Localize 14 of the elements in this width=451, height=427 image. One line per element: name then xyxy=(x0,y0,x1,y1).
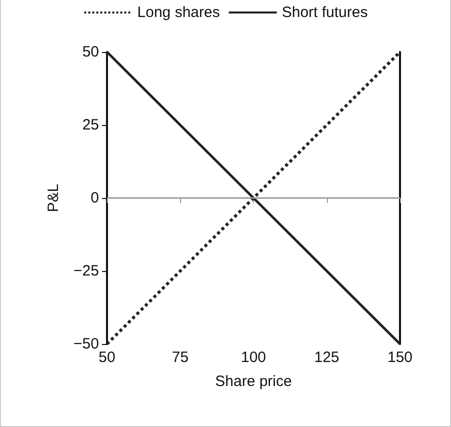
x-tick-label: 125 xyxy=(314,349,340,366)
y-tick-label: −50 xyxy=(74,336,99,352)
y-axis-title: P&L xyxy=(45,184,62,212)
x-tick-label: 50 xyxy=(98,349,116,366)
x-axis-title: Share price xyxy=(215,373,292,390)
y-tick-label: 50 xyxy=(82,44,99,60)
legend-label: Long shares xyxy=(137,4,220,21)
y-tick-label: 25 xyxy=(82,116,99,134)
x-tick-label: 150 xyxy=(387,349,413,366)
y-tick-label: 0 xyxy=(90,190,99,206)
x-tick-label: 100 xyxy=(240,349,266,366)
x-tick-label: 75 xyxy=(172,349,189,366)
y-tick-label: −25 xyxy=(74,262,99,280)
legend-label: Short futures xyxy=(282,4,368,21)
